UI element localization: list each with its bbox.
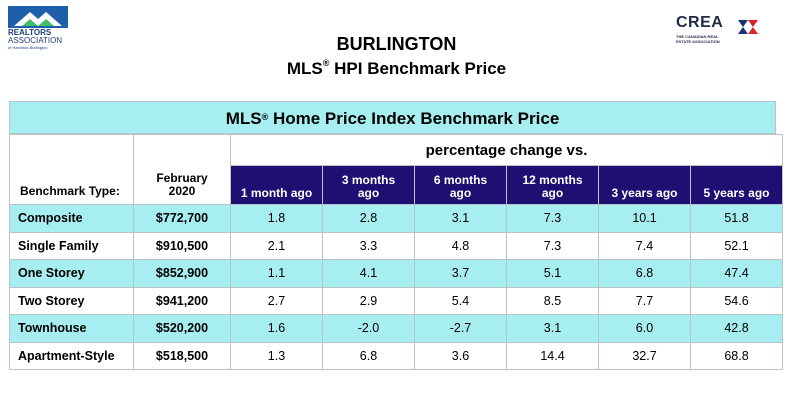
benchmark-type-header: Benchmark Type:	[9, 165, 134, 205]
crea-logo: CREA THE CANADIAN REAL ESTATE ASSOCIATIO…	[676, 14, 766, 44]
crea-wordmark: CREA	[676, 14, 724, 31]
banner-registered-mark: ®	[261, 112, 269, 122]
table-banner: MLS® Home Price Index Benchmark Price	[9, 101, 776, 134]
price-cell: $941,200	[133, 286, 231, 315]
table-row: Townhouse $520,200 1.6 -2.0 -2.7 3.1 6.0…	[9, 314, 783, 343]
benchmark-type-cell: Two Storey	[9, 286, 134, 315]
price-cell: $852,900	[133, 259, 231, 288]
period-header-line1: 3 months	[341, 173, 396, 187]
value-cell: -2.7	[414, 314, 507, 343]
value-cell: 2.7	[230, 286, 323, 315]
banner-mls: MLS	[225, 109, 262, 128]
period-header-line2: ago	[541, 186, 564, 200]
value-cell: 2.1	[230, 231, 323, 260]
benchmark-type-cell: One Storey	[9, 259, 134, 288]
value-cell: 5.4	[414, 286, 507, 315]
value-cell: 54.6	[690, 286, 783, 315]
month-header-line2: 2020	[168, 184, 196, 198]
header-blank-month	[133, 134, 231, 166]
price-cell: $518,500	[133, 341, 231, 370]
value-cell: 4.1	[322, 259, 415, 288]
value-cell: 1.8	[230, 204, 323, 233]
value-cell: 7.4	[598, 231, 691, 260]
value-cell: 3.1	[414, 204, 507, 233]
value-cell: 2.9	[322, 286, 415, 315]
value-cell: 47.4	[690, 259, 783, 288]
logo-line-3: of Hamilton-Burlington	[8, 45, 48, 50]
benchmark-type-cell: Composite	[9, 204, 134, 233]
table-row: Composite $772,700 1.8 2.8 3.1 7.3 10.1 …	[9, 204, 783, 233]
table-row: One Storey $852,900 1.1 4.1 3.7 5.1 6.8 …	[9, 259, 783, 288]
crea-tagline-1: THE CANADIAN REAL	[676, 34, 719, 39]
period-header-line1: 12 months	[522, 173, 583, 187]
banner-rest: Home Price Index Benchmark Price	[268, 109, 560, 128]
percentage-change-header: percentage change vs.	[230, 134, 783, 166]
period-header-line2: ago	[449, 186, 472, 200]
month-header-line1: February	[156, 171, 208, 185]
crea-maple-mark-icon	[738, 20, 758, 34]
subtitle-mls: MLS	[286, 59, 323, 78]
period-header: 3 years ago	[598, 165, 691, 205]
value-cell: 51.8	[690, 204, 783, 233]
header-blank-type	[9, 134, 134, 166]
realtors-association-logo: REALTORS ASSOCIATION of Hamilton-Burling…	[8, 6, 74, 50]
period-header-line1: 3 years ago	[611, 186, 678, 200]
value-cell: 68.8	[690, 341, 783, 370]
period-header: 6 months ago	[414, 165, 507, 205]
month-header: February 2020	[133, 165, 231, 205]
value-cell: 3.1	[506, 314, 599, 343]
period-header: 12 months ago	[506, 165, 599, 205]
value-cell: 7.3	[506, 204, 599, 233]
value-cell: 7.7	[598, 286, 691, 315]
house-roof-logo-icon	[8, 6, 68, 28]
benchmark-type-cell: Apartment-Style	[9, 341, 134, 370]
value-cell: 10.1	[598, 204, 691, 233]
value-cell: 6.8	[322, 341, 415, 370]
table-row: Single Family $910,500 2.1 3.3 4.8 7.3 7…	[9, 231, 783, 260]
price-cell: $910,500	[133, 231, 231, 260]
value-cell: 42.8	[690, 314, 783, 343]
value-cell: 3.6	[414, 341, 507, 370]
period-header: 5 years ago	[690, 165, 783, 205]
period-header-line1: 6 months	[433, 173, 488, 187]
page-subtitle: MLS® HPI Benchmark Price	[0, 58, 793, 79]
logo-line-2: ASSOCIATION	[8, 36, 63, 45]
value-cell: 1.3	[230, 341, 323, 370]
value-cell: 6.0	[598, 314, 691, 343]
value-cell: -2.0	[322, 314, 415, 343]
value-cell: 3.3	[322, 231, 415, 260]
price-cell: $772,700	[133, 204, 231, 233]
period-header: 1 month ago	[230, 165, 323, 205]
value-cell: 5.1	[506, 259, 599, 288]
value-cell: 1.6	[230, 314, 323, 343]
benchmark-type-cell: Single Family	[9, 231, 134, 260]
table-row: Apartment-Style $518,500 1.3 6.8 3.6 14.…	[9, 341, 783, 370]
subtitle-rest: HPI Benchmark Price	[329, 59, 507, 78]
value-cell: 3.7	[414, 259, 507, 288]
value-cell: 6.8	[598, 259, 691, 288]
benchmark-type-cell: Townhouse	[9, 314, 134, 343]
period-header-line1: 5 years ago	[703, 186, 770, 200]
period-header-line2: ago	[357, 186, 380, 200]
value-cell: 32.7	[598, 341, 691, 370]
logo-line-1: REALTORS	[8, 28, 52, 37]
period-header-line1: 1 month ago	[240, 186, 313, 200]
value-cell: 1.1	[230, 259, 323, 288]
value-cell: 4.8	[414, 231, 507, 260]
period-header: 3 months ago	[322, 165, 415, 205]
table-row: Two Storey $941,200 2.7 2.9 5.4 8.5 7.7 …	[9, 286, 783, 315]
value-cell: 52.1	[690, 231, 783, 260]
city-title: BURLINGTON	[336, 34, 457, 54]
subtitle-registered-mark: ®	[322, 58, 330, 68]
value-cell: 14.4	[506, 341, 599, 370]
benchmark-table: percentage change vs. Benchmark Type: Fe…	[9, 134, 783, 370]
crea-tagline-2: ESTATE ASSOCIATION	[676, 39, 720, 44]
price-cell: $520,200	[133, 314, 231, 343]
value-cell: 8.5	[506, 286, 599, 315]
value-cell: 7.3	[506, 231, 599, 260]
value-cell: 2.8	[322, 204, 415, 233]
